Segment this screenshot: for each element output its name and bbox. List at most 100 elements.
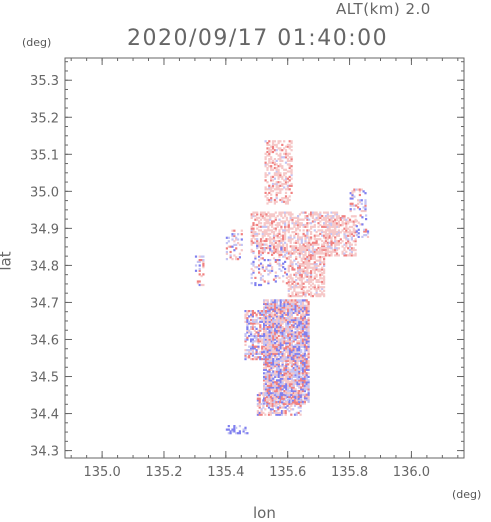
echo-cell <box>264 349 267 352</box>
echo-cell <box>271 220 274 223</box>
echo-cell <box>303 313 306 316</box>
echo-cell <box>311 247 314 250</box>
echo-cell <box>272 334 275 338</box>
echo-cell <box>315 268 318 271</box>
echo-cell <box>290 142 293 145</box>
echo-cell <box>277 375 280 378</box>
echo-cell <box>288 394 291 397</box>
echo-cell <box>296 345 299 348</box>
echo-cell <box>277 306 280 309</box>
x-tick-label: 135.6 <box>269 465 306 480</box>
echo-cell <box>285 317 288 320</box>
echo-cell <box>250 262 253 265</box>
echo-cell <box>264 152 267 155</box>
echo-cell <box>268 150 271 154</box>
echo-cell <box>292 302 295 306</box>
echo-cell <box>256 241 259 244</box>
echo-cell <box>306 271 309 275</box>
echo-cell <box>279 158 282 161</box>
echo-cell <box>259 350 262 354</box>
echo-cell <box>352 254 355 257</box>
echo-cell <box>279 140 282 143</box>
echo-cell <box>263 349 266 352</box>
echo-cell <box>278 259 281 262</box>
echo-cell <box>355 230 358 233</box>
echo-cell <box>281 342 284 345</box>
echo-cell <box>253 345 256 348</box>
echo-cell <box>270 156 273 159</box>
echo-cell <box>272 301 275 304</box>
echo-cell <box>266 310 269 313</box>
echo-cell <box>285 282 288 285</box>
echo-cell <box>279 333 282 336</box>
echo-cell <box>275 311 279 314</box>
echo-cell <box>300 375 303 378</box>
echo-cell <box>341 245 344 248</box>
echo-cell <box>280 413 284 416</box>
echo-cell <box>280 225 283 228</box>
echo-cell <box>305 299 308 302</box>
echo-cell <box>281 326 284 329</box>
echo-cell <box>287 345 290 348</box>
echo-cell <box>273 410 276 413</box>
echo-cell <box>266 359 269 362</box>
echo-cell <box>281 329 284 332</box>
echo-cell <box>268 361 271 364</box>
echo-cell <box>279 352 282 355</box>
echo-cell <box>298 324 301 327</box>
echo-cell <box>225 247 228 250</box>
echo-cell <box>286 402 289 406</box>
echo-cell <box>307 366 310 370</box>
echo-cell <box>261 250 264 253</box>
echo-cell <box>303 322 306 325</box>
echo-cell <box>319 257 322 260</box>
echo-cell <box>266 374 269 377</box>
echo-cell <box>303 347 306 350</box>
echo-cell <box>252 231 255 234</box>
echo-cell <box>298 252 301 255</box>
echo-cell <box>294 379 297 382</box>
echo-cell <box>284 181 288 184</box>
echo-cell <box>308 245 311 248</box>
echo-cell <box>292 356 295 359</box>
echo-cell <box>323 247 326 250</box>
echo-cell <box>277 366 280 370</box>
echo-cell <box>305 386 308 389</box>
echo-cell <box>270 345 273 348</box>
echo-cell <box>337 225 340 229</box>
echo-cell <box>275 372 279 375</box>
echo-cell <box>290 170 293 173</box>
echo-cell <box>286 188 289 191</box>
echo-cell <box>321 293 324 296</box>
echo-cell <box>298 333 301 336</box>
echo-cell <box>353 204 356 207</box>
echo-cell <box>292 358 295 361</box>
echo-cell <box>254 255 257 258</box>
echo-cell <box>292 306 295 309</box>
echo-cell <box>246 324 249 327</box>
echo-cell <box>233 233 236 236</box>
echo-cell <box>259 317 262 320</box>
echo-cell <box>265 222 268 225</box>
echo-cell <box>275 390 279 393</box>
echo-cell <box>250 315 253 318</box>
echo-cell <box>269 216 272 219</box>
echo-cell <box>310 255 313 259</box>
echo-cell <box>280 248 283 251</box>
echo-cell <box>283 334 286 338</box>
echo-cell <box>305 374 308 377</box>
echo-cell <box>305 331 308 334</box>
echo-cell <box>261 247 264 250</box>
echo-cell <box>298 340 301 343</box>
echo-cell <box>335 218 339 221</box>
echo-cell <box>305 329 308 332</box>
echo-cell <box>267 229 270 232</box>
echo-cell <box>255 327 258 330</box>
echo-cell <box>246 311 249 314</box>
echo-cell <box>321 234 324 237</box>
echo-cell <box>281 359 284 362</box>
echo-cell <box>307 334 310 338</box>
echo-cell <box>301 311 305 314</box>
echo-cell <box>294 363 297 366</box>
echo-cell <box>261 267 264 271</box>
